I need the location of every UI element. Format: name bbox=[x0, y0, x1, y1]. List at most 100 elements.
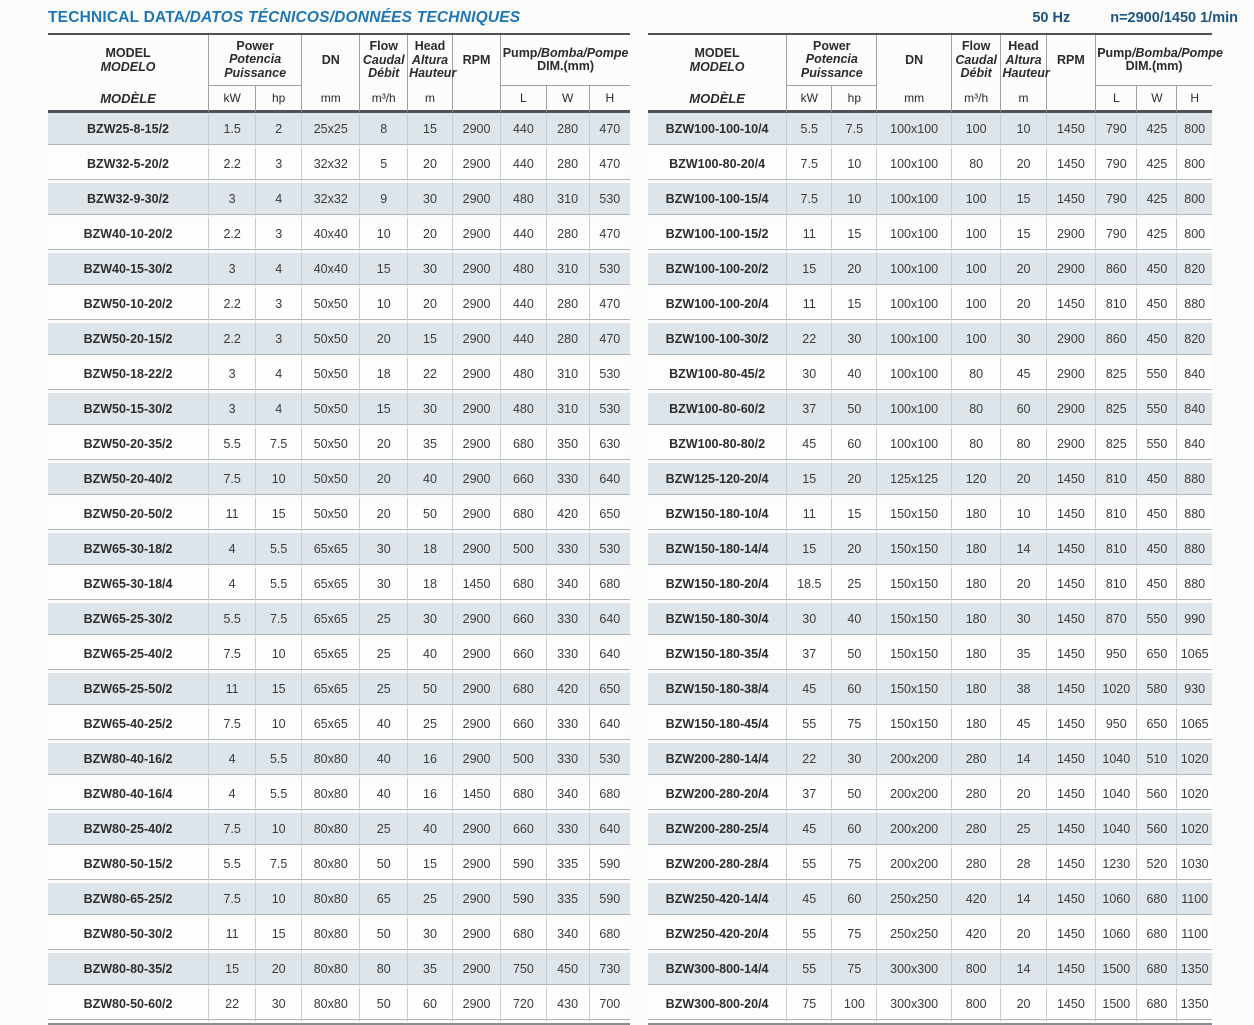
value-cell: 5.5 bbox=[208, 848, 256, 883]
value-cell: 10 bbox=[831, 148, 877, 183]
value-cell: 640 bbox=[588, 638, 630, 673]
value-cell: 450 bbox=[1136, 253, 1177, 288]
value-cell: 15 bbox=[1000, 183, 1046, 218]
model-cell: BZW100-100-15/4 bbox=[648, 183, 787, 218]
value-cell: 60 bbox=[831, 883, 877, 918]
value-cell: 2 bbox=[255, 113, 302, 148]
table-row: BZW65-25-40/2 7.5 10 65x65 25 40 2900 660 330 640 bbox=[48, 638, 630, 673]
value-cell: 100x100 bbox=[876, 393, 951, 428]
table-row: BZW80-25-40/2 7.5 10 80x80 25 40 2900 660 330 640 bbox=[48, 813, 630, 848]
power-label-fr: Puissance bbox=[224, 65, 287, 80]
value-cell: 20 bbox=[1000, 253, 1046, 288]
value-cell: 1450 bbox=[1045, 813, 1096, 848]
value-cell: 1040 bbox=[1095, 743, 1137, 778]
value-cell: 280 bbox=[950, 813, 1001, 848]
value-cell: 250x250 bbox=[876, 918, 951, 953]
value-cell: 180 bbox=[950, 568, 1001, 603]
value-cell: 7.5 bbox=[208, 883, 256, 918]
value-cell: 80x80 bbox=[301, 778, 360, 813]
pump-data-table-left: MODEL MODELO Power Potencia Puissance DN… bbox=[48, 33, 630, 1025]
value-cell: 65x65 bbox=[301, 673, 360, 708]
value-cell: 450 bbox=[1136, 463, 1177, 498]
value-cell: 440 bbox=[500, 323, 546, 358]
model-cell: BZW65-25-50/2 bbox=[48, 673, 209, 708]
value-cell: 950 bbox=[1095, 708, 1137, 743]
model-cell: BZW150-180-45/4 bbox=[648, 708, 787, 743]
table-body-right: BZW100-100-10/4 5.5 7.5 100x100 100 10 1450 790… bbox=[648, 113, 1212, 1023]
value-cell: 35 bbox=[407, 428, 452, 463]
value-cell: 820 bbox=[1176, 253, 1212, 288]
value-cell: 38 bbox=[1000, 673, 1046, 708]
value-cell: 480 bbox=[500, 358, 546, 393]
value-cell: 25 bbox=[359, 638, 408, 673]
table-row: BZW100-80-80/2 45 60 100x100 80 80 2900 825 550 8… bbox=[648, 428, 1212, 463]
value-cell: 20 bbox=[255, 953, 302, 988]
unit-flow-m3h: m³/h bbox=[950, 86, 1001, 113]
model-cell: BZW250-420-20/4 bbox=[648, 918, 787, 953]
unit-flow-m3h: m³/h bbox=[359, 86, 408, 113]
value-cell: 50x50 bbox=[301, 288, 360, 323]
value-cell: 2900 bbox=[451, 428, 501, 463]
value-cell: 14 bbox=[1000, 953, 1046, 988]
value-cell: 3 bbox=[255, 288, 302, 323]
value-cell: 30 bbox=[1000, 323, 1046, 358]
value-cell: 2900 bbox=[451, 393, 501, 428]
value-cell: 75 bbox=[831, 918, 877, 953]
value-cell: 680 bbox=[500, 778, 546, 813]
value-cell: 330 bbox=[545, 813, 589, 848]
value-cell: 7.5 bbox=[786, 148, 832, 183]
value-cell: 50x50 bbox=[301, 428, 360, 463]
model-cell: BZW100-80-80/2 bbox=[648, 428, 787, 463]
unit-kw: kW bbox=[208, 86, 256, 113]
value-cell: 750 bbox=[500, 953, 546, 988]
value-cell: 300x300 bbox=[876, 988, 951, 1023]
value-cell: 680 bbox=[500, 568, 546, 603]
value-cell: 15 bbox=[255, 918, 302, 953]
unit-dim-l: L bbox=[500, 86, 546, 113]
table-row: BZW150-180-20/4 18.5 25 150x150 180 20 1450 810… bbox=[648, 568, 1212, 603]
table-row: BZW80-40-16/4 4 5.5 80x80 40 16 1450 680 340 680 bbox=[48, 778, 630, 813]
value-cell: 470 bbox=[588, 113, 630, 148]
value-cell: 7.5 bbox=[208, 813, 256, 848]
value-cell: 480 bbox=[500, 393, 546, 428]
table-row: BZW150-180-10/4 11 15 150x150 180 10 1450 810 45… bbox=[648, 498, 1212, 533]
value-cell: 2900 bbox=[451, 113, 501, 148]
value-cell: 880 bbox=[1176, 288, 1212, 323]
value-cell: 650 bbox=[1136, 638, 1177, 673]
model-label-en: MODEL bbox=[105, 46, 151, 60]
model-cell: BZW100-80-60/2 bbox=[648, 393, 787, 428]
value-cell: 18 bbox=[407, 533, 452, 568]
value-cell: 100 bbox=[950, 183, 1001, 218]
value-cell: 450 bbox=[1136, 323, 1177, 358]
table-row: BZW65-30-18/4 4 5.5 65x65 30 18 1450 680 340 680 bbox=[48, 568, 630, 603]
value-cell: 800 bbox=[1176, 148, 1212, 183]
value-cell: 100x100 bbox=[876, 323, 951, 358]
value-cell: 20 bbox=[359, 498, 408, 533]
value-cell: 15 bbox=[786, 463, 832, 498]
dim-title: Pump/Bomba/Pompe bbox=[1097, 46, 1223, 61]
model-label-es: MODELO bbox=[100, 59, 156, 74]
value-cell: 10 bbox=[359, 288, 408, 323]
value-cell: 450 bbox=[1136, 568, 1177, 603]
column-header-rpm: RPM bbox=[451, 35, 501, 86]
value-cell: 425 bbox=[1136, 148, 1177, 183]
table-row: BZW50-15-30/2 3 4 50x50 15 30 2900 480 310 530 bbox=[48, 393, 630, 428]
header-units-row: MODÈLE kW hp mm m³/h m L W H bbox=[48, 86, 630, 113]
model-cell: BZW150-180-35/4 bbox=[648, 638, 787, 673]
flow-label-es: Caudal bbox=[362, 52, 405, 67]
value-cell: 7.5 bbox=[208, 463, 256, 498]
unit-head-m: m bbox=[407, 86, 452, 113]
value-cell: 3 bbox=[208, 358, 256, 393]
model-cell: BZW125-120-20/4 bbox=[648, 463, 787, 498]
value-cell: 680 bbox=[588, 568, 630, 603]
value-cell: 30 bbox=[255, 988, 302, 1023]
value-cell: 660 bbox=[500, 708, 546, 743]
value-cell: 180 bbox=[950, 673, 1001, 708]
value-cell: 840 bbox=[1176, 428, 1212, 463]
table-row: BZW40-15-30/2 3 4 40x40 15 30 2900 480 310 530 bbox=[48, 253, 630, 288]
value-cell: 880 bbox=[1176, 498, 1212, 533]
value-cell: 15 bbox=[1000, 218, 1046, 253]
value-cell: 11 bbox=[786, 288, 832, 323]
model-cell: BZW65-30-18/4 bbox=[48, 568, 209, 603]
column-header-model: MODEL MODELO bbox=[48, 35, 209, 86]
